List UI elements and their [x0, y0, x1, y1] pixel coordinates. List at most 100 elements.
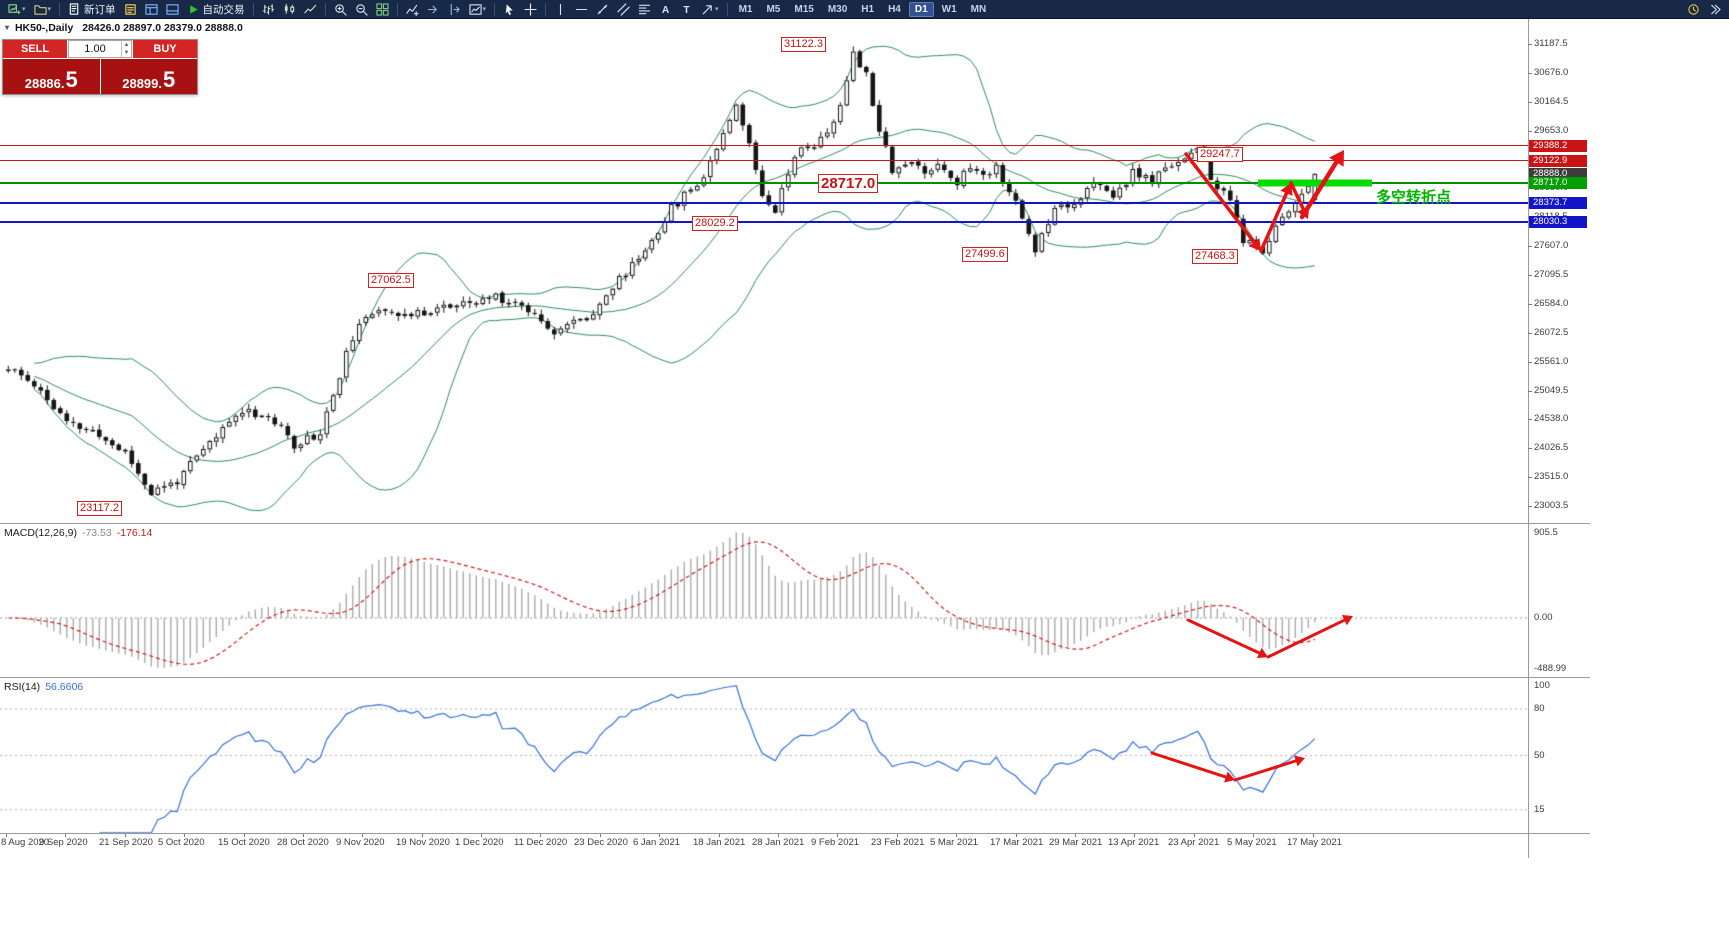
bar-chart-icon[interactable] — [259, 1, 278, 18]
date-axis-label: 5 May 2021 — [1227, 837, 1277, 848]
timeframe-d1-button[interactable]: D1 — [908, 1, 934, 17]
pivot-line[interactable] — [0, 182, 1528, 185]
price-tag-28373.7: 28373.7 — [1529, 197, 1587, 209]
time-axis-separator — [0, 833, 1590, 834]
time-axis-tick — [778, 834, 779, 837]
auto-scroll-icon[interactable] — [424, 1, 443, 18]
timeframe-h1-button[interactable]: H1 — [861, 3, 875, 15]
tile-windows-icon[interactable] — [373, 1, 392, 18]
data-window-icon[interactable] — [163, 1, 182, 18]
one-click-toggle-icon[interactable]: ▾ — [5, 23, 10, 32]
toolbar-overflow-icon[interactable] — [1705, 1, 1724, 18]
price-axis-tick — [1528, 506, 1532, 507]
sell-price[interactable]: 28886. 5 — [3, 59, 100, 94]
rsi-value: 56.6606 — [45, 681, 84, 693]
timeframe-m1-button[interactable]: M1 — [738, 3, 753, 15]
time-axis-tick — [1253, 834, 1254, 837]
timeframe-m30-button[interactable]: M30 — [827, 3, 848, 15]
text-icon[interactable]: A — [656, 1, 675, 18]
cursor-icon[interactable] — [500, 1, 519, 18]
price-callout-27468.3[interactable]: 27468.3 — [1192, 249, 1238, 264]
candlestick-chart-icon[interactable] — [280, 1, 299, 18]
timeframe-m5-button[interactable]: M5 — [766, 3, 781, 15]
resistance-line-1[interactable] — [0, 145, 1528, 147]
date-axis-label: 1 Dec 2020 — [455, 837, 504, 848]
price-callout-27062.5[interactable]: 27062.5 — [368, 273, 414, 288]
price-axis-label: 24538.0 — [1534, 413, 1569, 424]
rsi-pane-separator[interactable] — [0, 677, 1590, 678]
support-line-1[interactable] — [0, 201, 1528, 204]
date-axis-label: 23 Dec 2020 — [574, 837, 628, 848]
date-axis-label: 29 Mar 2021 — [1049, 837, 1103, 848]
rsi-axis-label: 50 — [1534, 750, 1545, 761]
macd-signal-value: -176.14 — [116, 527, 153, 539]
price-axis-tick — [1528, 362, 1532, 363]
autotrading-button[interactable]: 自动交易 — [184, 1, 248, 18]
fibonacci-icon[interactable] — [635, 1, 654, 18]
date-axis-label: 9 Nov 2020 — [336, 837, 385, 848]
chart-shift-icon[interactable] — [445, 1, 464, 18]
price-callout-27499.6[interactable]: 27499.6 — [962, 247, 1008, 262]
price-tag-28030.3: 28030.3 — [1529, 216, 1587, 228]
buy-price-main: 28899. — [122, 76, 162, 91]
label-icon[interactable]: T — [677, 1, 696, 18]
templates-icon[interactable]: ▾ — [466, 1, 490, 18]
timeframe-mn-button[interactable]: MN — [970, 3, 987, 15]
macd-pane-separator[interactable] — [0, 523, 1590, 524]
buy-button[interactable]: BUY — [133, 40, 197, 58]
volume-input[interactable] — [69, 41, 121, 57]
svg-text:T: T — [683, 5, 690, 16]
resistance-line-2[interactable] — [0, 160, 1528, 162]
trendline-icon[interactable] — [593, 1, 612, 18]
price-axis-label: 26584.0 — [1534, 298, 1569, 309]
indicators-icon[interactable] — [403, 1, 422, 18]
line-chart-icon[interactable] — [301, 1, 320, 18]
price-callout-31122.3[interactable]: 31122.3 — [781, 37, 826, 52]
price-axis-label: 31187.5 — [1534, 38, 1568, 49]
price-axis-border — [1528, 18, 1529, 858]
price-chart-canvas[interactable] — [0, 0, 1590, 860]
date-axis-label: 8 Aug 2020 — [1, 837, 50, 848]
volume-control: ▲ ▼ — [68, 40, 132, 58]
volume-up-button[interactable]: ▲ — [123, 42, 130, 48]
date-axis-label: 17 May 2021 — [1287, 837, 1342, 848]
macd-axis-label: -488.99 — [1534, 663, 1567, 674]
pivot-annotation-text[interactable]: 多空转折点 — [1376, 189, 1452, 206]
timeframe-w1-button[interactable]: W1 — [941, 3, 957, 15]
clock-icon[interactable] — [1684, 1, 1703, 18]
new-chart-icon[interactable]: ▾ — [5, 1, 29, 18]
zoom-out-icon[interactable] — [352, 1, 371, 18]
time-axis-tick — [1075, 834, 1076, 837]
price-callout-23117.2[interactable]: 23117.2 — [77, 501, 122, 516]
price-callout-28029.2[interactable]: 28029.2 — [692, 216, 738, 231]
buy-price[interactable]: 28899. 5 — [100, 59, 197, 94]
date-axis-label: 28 Oct 2020 — [277, 837, 329, 848]
profiles-icon[interactable]: ▾ — [31, 1, 55, 18]
sell-button[interactable]: SELL — [3, 40, 67, 58]
horizontal-line-icon[interactable] — [572, 1, 591, 18]
date-axis-label: 28 Jan 2021 — [752, 837, 805, 848]
price-callout-29247.7[interactable]: 29247.7 — [1197, 147, 1243, 162]
crosshair-icon[interactable] — [521, 1, 540, 18]
timeframe-h4-button[interactable]: H4 — [888, 3, 901, 15]
price-axis-tick — [1528, 419, 1532, 420]
price-callout-28717.0[interactable]: 28717.0 — [818, 174, 879, 193]
channel-icon[interactable] — [614, 1, 633, 18]
vertical-line-icon[interactable] — [551, 1, 570, 18]
price-axis-label: 27607.0 — [1534, 240, 1569, 251]
market-watch-icon[interactable] — [142, 1, 161, 18]
volume-down-button[interactable]: ▼ — [123, 50, 130, 56]
time-axis-tick — [837, 834, 838, 837]
zoom-in-icon[interactable] — [331, 1, 350, 18]
chart-title: ▾ HK50-,Daily 28426.0 28897.0 28379.0 28… — [5, 22, 243, 34]
price-axis-tick — [1528, 131, 1532, 132]
time-axis-tick — [659, 834, 660, 837]
timeframe-m15-button[interactable]: M15 — [794, 3, 814, 15]
price-axis-tick — [1528, 391, 1532, 392]
support-line-2[interactable] — [0, 221, 1528, 224]
date-axis-label: 13 Apr 2021 — [1108, 837, 1160, 848]
rsi-axis-label: 100 — [1534, 680, 1550, 691]
arrows-icon[interactable]: ▾ — [698, 1, 722, 18]
metaeditor-icon[interactable] — [121, 1, 140, 18]
new-order-button[interactable]: 新订单 — [65, 1, 119, 18]
